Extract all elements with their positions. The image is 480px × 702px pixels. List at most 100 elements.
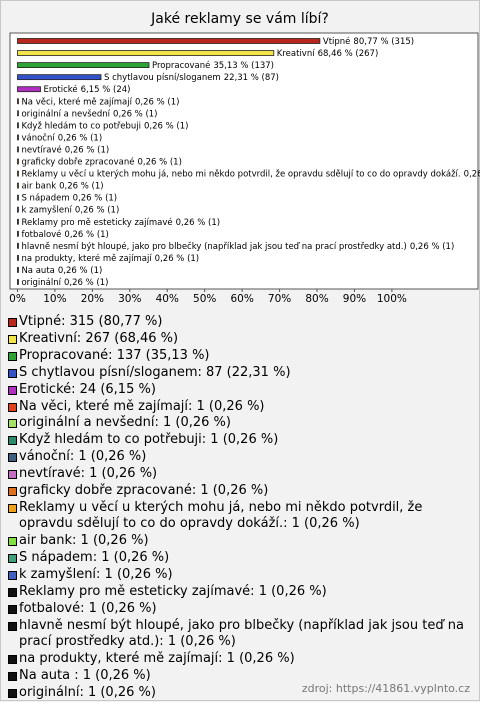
bar-label: Propracované 35,13 % (137) [152, 60, 274, 71]
legend-item: graficky dobře zpracované: 1 (0,26 %) [8, 483, 474, 499]
legend-swatch [8, 554, 17, 564]
bar [17, 267, 19, 273]
bar-value-label: 0,26 % (1) [464, 169, 480, 179]
legend-item: na produkty, které mě zajímají: 1 (0,26 … [8, 651, 474, 667]
bar-value-label: 0,26 % (1) [58, 265, 102, 275]
bar-value-label: 0,26 % (1) [113, 109, 157, 119]
legend-label: k zamyšlení: 1 (0,26 %) [19, 567, 173, 583]
bar-value-label: 22,31 % (87) [224, 73, 279, 83]
bar-label: S nápadem 0,26 % (1) [21, 193, 117, 203]
legend-swatch [8, 487, 17, 497]
source: zdroj: https://41861.vyplnto.cz [301, 682, 470, 695]
legend-swatch [8, 537, 17, 547]
legend-label: na produkty, které mě zajímají: 1 (0,26 … [19, 651, 295, 667]
bar-category: na produkty, které mě zajímají [21, 252, 152, 263]
bar-value-label: 68,46 % (267) [318, 49, 379, 59]
bar [17, 74, 102, 81]
bar [17, 206, 19, 213]
bar-category: Vtipné [323, 36, 351, 47]
legend-swatch [8, 672, 17, 682]
legend-item: Kreativní: 267 (68,46 %) [8, 331, 474, 347]
bar-category: originální [21, 278, 61, 288]
bar-category: Když hledám to co potřebuji [21, 121, 141, 131]
legend-label: Na auta : 1 (0,26 %) [19, 668, 151, 684]
bar-value-label: 0,26 % (1) [73, 193, 117, 203]
legend-item: originální a nevšední: 1 (0,26 %) [8, 415, 474, 431]
bar-category: Erotické [44, 84, 78, 95]
x-tick-label: 80% [305, 293, 328, 305]
bar-label: S chytlavou písní/sloganem 22,31 % (87) [104, 73, 279, 83]
legend-label: nevtíravé: 1 (0,26 %) [19, 466, 158, 482]
bar-label: k zamyšlení 0,26 % (1) [21, 204, 119, 215]
legend-swatch [8, 503, 17, 513]
x-tick-label: 100% [377, 293, 407, 305]
bar-value-label: 35,13 % (137) [213, 61, 274, 71]
bar [17, 182, 19, 189]
legend-swatch [8, 334, 17, 344]
bar [17, 50, 275, 56]
bar-label: originální 0,26 % (1) [21, 278, 108, 288]
bar-label: nevtíravé 0,26 % (1) [21, 144, 109, 155]
legend-item: S chytlavou písní/sloganem: 87 (22,31 %) [8, 365, 474, 381]
legend-swatch [8, 385, 17, 395]
bar [17, 134, 19, 141]
legend-item: Vtipné: 315 (80,77 %) [8, 314, 474, 330]
bar-value-label: 0,26 % (1) [75, 205, 119, 215]
bar-value-label: 0,26 % (1) [65, 145, 109, 155]
legend-swatch [8, 621, 17, 631]
legend-label: Erotické: 24 (6,15 %) [19, 381, 156, 397]
bar-category: graficky dobře zpracované [21, 156, 134, 167]
bar-category: fotbalové [21, 228, 61, 239]
bar-label: Na věci, které mě zajímají 0,26 % (1) [21, 96, 179, 107]
bar [17, 98, 19, 105]
bar-value-label: 0,26 % (1) [135, 97, 179, 107]
bar [17, 158, 19, 165]
x-tick-label: 70% [268, 293, 291, 305]
legend-item: Na auta : 1 (0,26 %) [8, 668, 474, 684]
bar-category: Kreativní [277, 49, 315, 59]
bar [17, 279, 19, 285]
bar [17, 62, 150, 68]
legend-swatch [8, 571, 17, 581]
bar-category: Reklamy pro mě esteticky zajímavé [21, 216, 172, 227]
bar-value-label: 0,26 % (1) [58, 133, 102, 143]
bar [17, 254, 19, 261]
legend-label: S chytlavou písní/sloganem: 87 (22,31 %) [19, 364, 291, 380]
legend-label: S nápadem: 1 (0,26 %) [19, 550, 170, 566]
bar [17, 146, 19, 153]
x-tick-label: 40% [156, 293, 179, 305]
bar-label: Erotické 6,15 % (24) [44, 84, 131, 95]
legend-label: air bank: 1 (0,26 %) [19, 533, 149, 549]
legend-label: Kreativní: 267 (68,46 %) [19, 330, 179, 346]
legend-item: S nápadem: 1 (0,26 %) [8, 550, 474, 566]
legend-swatch [8, 402, 17, 412]
bar [17, 230, 19, 237]
bar-label: vánoční 0,26 % (1) [21, 132, 102, 143]
bar-value-label: 80,77 % (315) [353, 37, 414, 47]
bar-category: Na auta [21, 265, 54, 275]
bar-label: fotbalové 0,26 % (1) [21, 228, 108, 239]
bar-category: Reklamy u věcí u kterých mohu já, nebo m… [21, 169, 460, 179]
bar [17, 170, 19, 177]
x-tick-label: 60% [230, 293, 253, 305]
bar-category: originální a nevšední [21, 108, 110, 119]
legend-swatch [8, 588, 17, 597]
legend-swatch [8, 604, 17, 614]
bar-category: air bank [21, 181, 56, 191]
legend-item: vánoční: 1 (0,26 %) [8, 449, 474, 465]
legend-label: Na věci, které mě zajímají: 1 (0,26 %) [19, 398, 265, 414]
legend-item: nevtíravé: 1 (0,26 %) [8, 466, 474, 482]
bar-label: hlavně nesmí být hloupé, jako pro blbečk… [21, 240, 454, 251]
legend-swatch [8, 688, 17, 698]
legend-item: Na věci, které mě zajímají: 1 (0,26 %) [8, 399, 474, 415]
legend-item: originální: 1 (0,26 %) [8, 685, 474, 701]
chart: Jaké reklamy se vám líbí? 0% 10% 20% 30% 40%… [9, 11, 480, 305]
bar-category: S chytlavou písní/sloganem [104, 73, 221, 83]
legend-label: Reklamy pro mě esteticky zajímavé: 1 (0,… [19, 584, 327, 599]
bar-value-label: 0,26 % (1) [155, 253, 199, 263]
legend-label: Reklamy u věcí u kterých mohu já, nebo m… [19, 499, 423, 532]
legend-item: fotbalové: 1 (0,26 %) [8, 601, 474, 617]
bar [17, 194, 19, 201]
bar-label: Vtipné 80,77 % (315) [323, 36, 414, 47]
